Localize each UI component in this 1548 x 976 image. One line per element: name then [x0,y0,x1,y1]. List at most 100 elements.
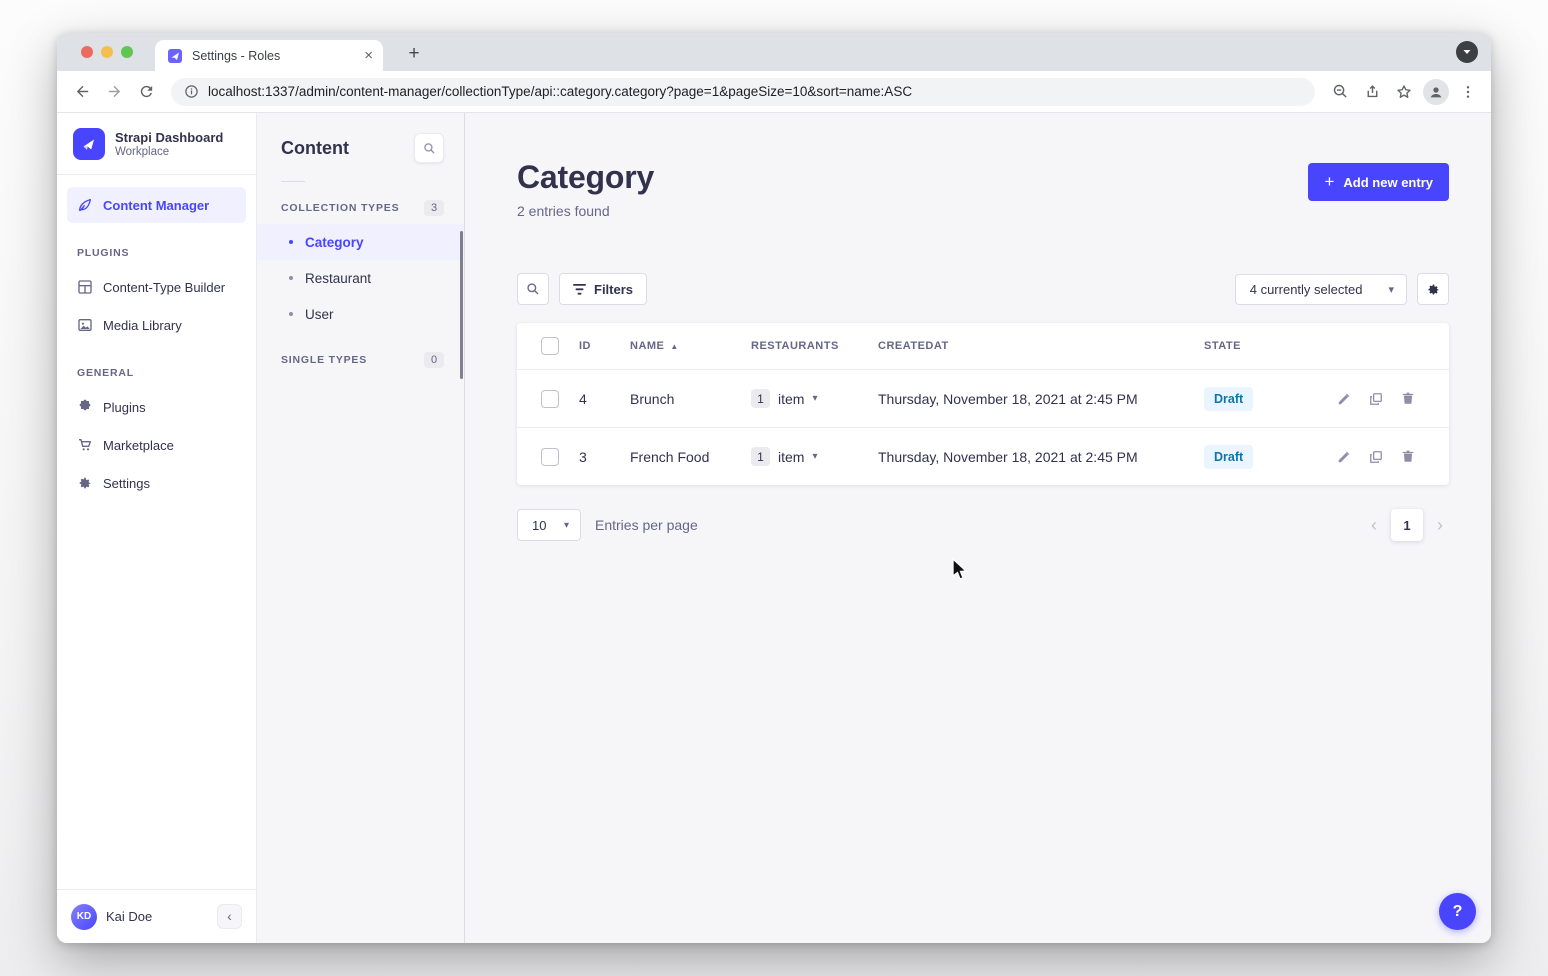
tab-close-icon[interactable]: × [364,47,373,64]
column-header-restaurants: RESTAURANTS [751,340,839,352]
search-icon [527,283,539,295]
workspace-brand[interactable]: Strapi Dashboard Workplace [57,113,256,175]
sidebar-item-marketplace[interactable]: Marketplace [67,427,246,463]
sidebar-item-media-library[interactable]: Media Library [67,307,246,343]
column-header-name[interactable]: NAME ▲ [630,340,679,352]
pen-icon [79,199,91,211]
cell-restaurants[interactable]: 1 item ▾ [751,447,878,466]
single-types-count-badge: 0 [424,352,444,368]
search-icon [423,142,435,154]
zoom-out-icon [1333,84,1347,98]
reload-button[interactable] [131,77,161,107]
browser-profile-button[interactable] [1423,78,1449,105]
add-new-entry-button[interactable]: + Add new entry [1308,163,1449,201]
row-checkbox[interactable] [541,447,559,466]
table-row[interactable]: 3 French Food 1 item ▾ Thursday, Novembe… [517,427,1449,485]
edit-icon[interactable] [1337,392,1351,406]
page-number-button[interactable]: 1 [1391,509,1423,541]
state-badge: Draft [1204,444,1254,469]
browser-tab[interactable]: Settings - Roles × [155,40,383,71]
chevron-down-icon: ▾ [563,519,569,531]
new-tab-button[interactable]: + [408,43,420,64]
window-controls [81,46,133,58]
entries-count: 2 entries found [517,203,610,219]
browser-menu-button[interactable] [1453,77,1483,107]
star-icon [1397,84,1411,98]
user-name: Kai Doe [106,909,153,924]
previous-page-button[interactable]: ‹ [1371,514,1377,535]
select-all-checkbox[interactable] [541,337,559,355]
row-checkbox[interactable] [541,389,559,408]
strapi-logo [73,128,105,160]
sidebar-item-label: Media Library [103,317,182,333]
subnav-search-button[interactable] [414,133,444,163]
sidebar-item-content-manager[interactable]: Content Manager [67,187,246,223]
sidebar-item-content-type-builder[interactable]: Content-Type Builder [67,269,246,305]
gear-icon [1428,284,1438,294]
cell-restaurants[interactable]: 1 item ▾ [751,389,878,408]
browser-toolbar: localhost:1337/admin/content-manager/col… [57,71,1491,113]
filters-button[interactable]: Filters [559,273,648,305]
help-button[interactable]: ? [1439,893,1476,930]
view-settings-button[interactable] [1417,273,1449,305]
sidebar-item-settings[interactable]: Settings [67,465,246,501]
sidebar-collapse-button[interactable]: ‹ [217,904,242,929]
page-size-select[interactable]: 10 ▾ [517,509,581,541]
subnav-item-user[interactable]: User [257,296,464,332]
browser-tab-strip: Settings - Roles × + [57,33,1491,71]
zoom-button[interactable] [1325,77,1355,107]
cell-name: French Food [630,448,710,465]
single-types-label: SINGLE TYPES [281,354,368,366]
table-row[interactable]: 4 Brunch 1 item ▾ Thursday, November 18,… [517,369,1449,427]
subnav-item-restaurant[interactable]: Restaurant [257,260,464,296]
filters-label: Filters [594,281,634,297]
puzzle-icon [79,399,91,411]
next-page-button[interactable]: › [1437,514,1443,535]
fields-select[interactable]: 4 currently selected ▾ [1234,273,1407,305]
gear-icon [79,477,91,489]
url-text: localhost:1337/admin/content-manager/col… [208,84,913,99]
cell-id: 4 [579,390,587,407]
relation-label: item [778,390,805,407]
edit-icon[interactable] [1337,450,1351,464]
back-button[interactable] [67,77,97,107]
subnav-item-category[interactable]: Category [257,224,464,260]
maximize-window-button[interactable] [121,46,133,58]
bookmark-button[interactable] [1389,77,1419,107]
share-icon [1367,85,1377,98]
forward-button[interactable] [99,77,129,107]
image-icon [78,319,92,331]
chevron-down-icon [1463,50,1471,54]
sidebar-item-label: Content Manager [103,197,210,213]
column-header-state: STATE [1204,340,1241,352]
sidebar-item-label: Settings [103,475,150,491]
chevron-down-icon: ▾ [1388,283,1394,296]
bullet-icon [289,276,293,280]
sidebar-user-row: KD Kai Doe ‹ [57,889,256,943]
main-sidebar: Strapi Dashboard Workplace Content Manag… [57,113,257,943]
subnav-scrollbar[interactable] [460,231,463,379]
sort-asc-icon: ▲ [670,341,679,351]
cell-createdat: Thursday, November 18, 2021 at 2:45 PM [878,390,1138,407]
delete-icon[interactable] [1401,391,1415,406]
share-button[interactable] [1357,77,1387,107]
workspace-title: Strapi Dashboard [115,129,224,145]
column-header-id[interactable]: ID [579,340,591,352]
sidebar-item-plugins[interactable]: Plugins [67,389,246,425]
relation-count-badge: 1 [751,389,770,408]
user-avatar[interactable]: KD [71,903,97,930]
minimize-window-button[interactable] [101,46,113,58]
tab-search-button[interactable] [1456,41,1478,63]
column-header-createdat[interactable]: CREATEDAT [878,340,949,352]
close-window-button[interactable] [81,46,93,58]
table-search-button[interactable] [517,273,549,305]
delete-icon[interactable] [1401,449,1415,464]
fields-select-value: 4 currently selected [1249,281,1363,297]
sidebar-item-label: Plugins [103,399,146,415]
duplicate-icon[interactable] [1369,450,1383,464]
duplicate-icon[interactable] [1369,392,1383,406]
info-icon [185,85,198,98]
general-section-label: GENERAL [77,367,134,379]
address-bar[interactable]: localhost:1337/admin/content-manager/col… [171,77,1315,106]
page-size-value: 10 [532,517,547,533]
